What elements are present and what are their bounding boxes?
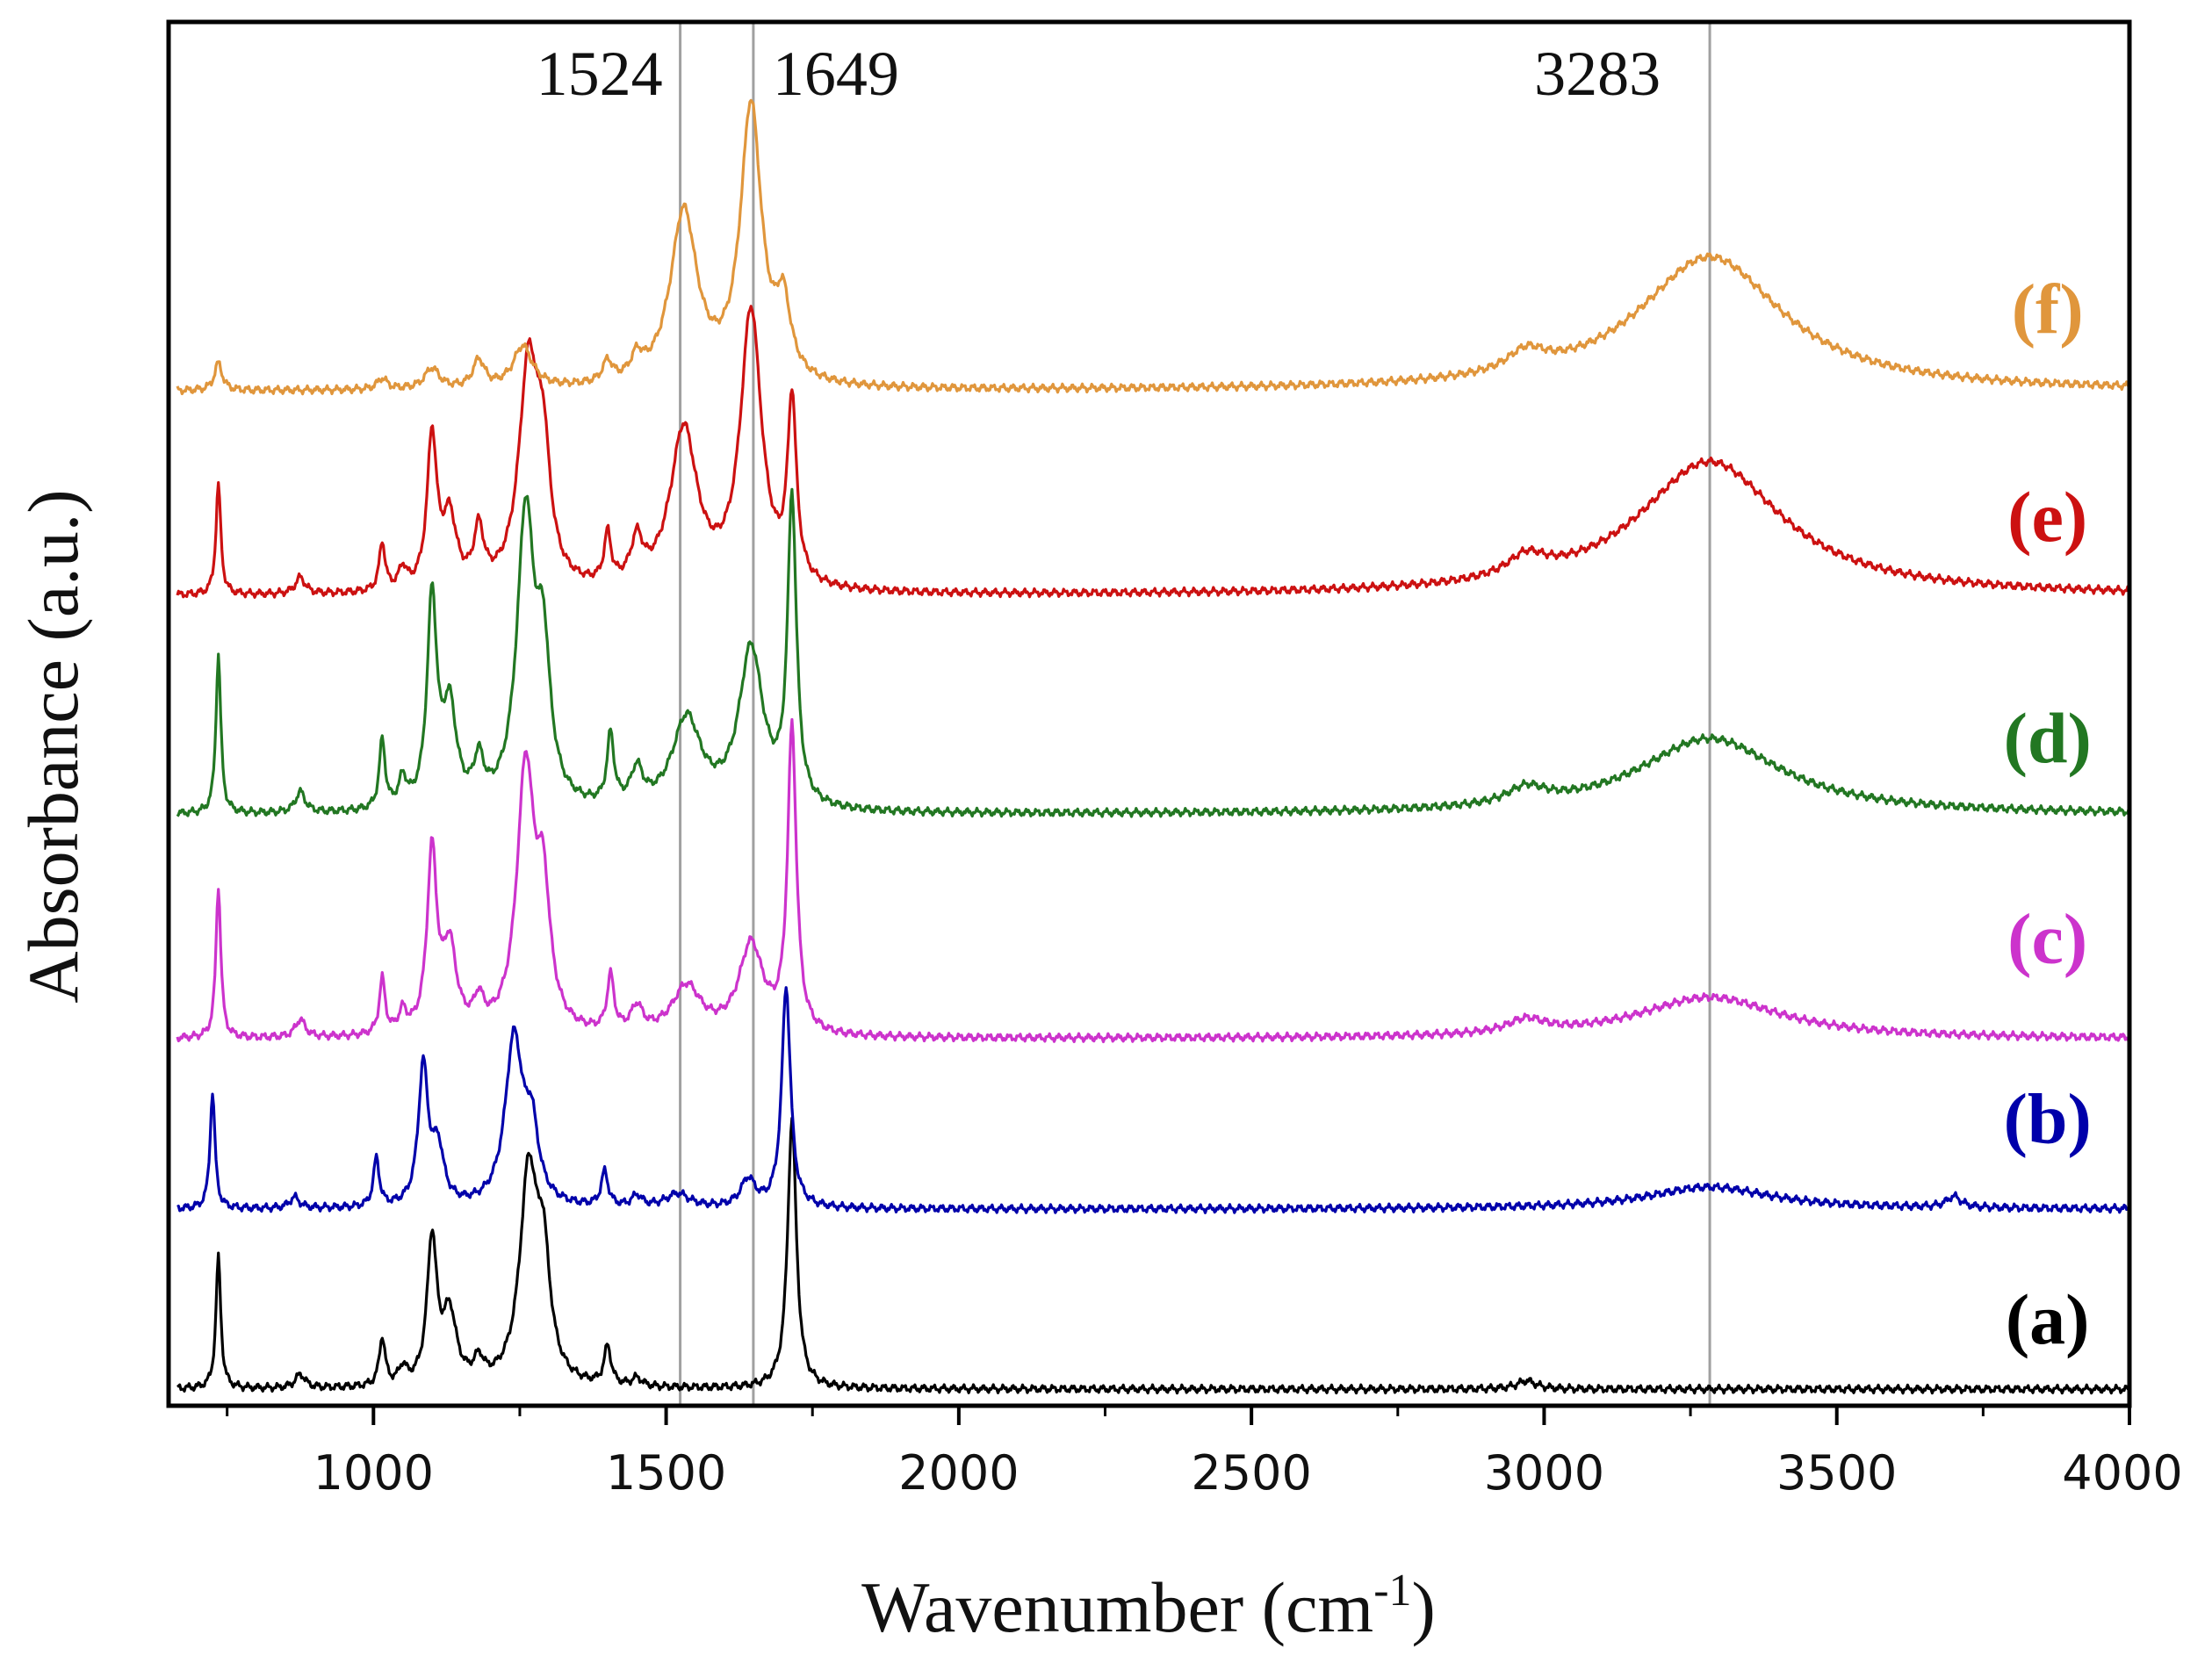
- series-line-d: [176, 487, 2130, 818]
- series-line-f: [176, 98, 2130, 396]
- reference-label-3283: 3283: [1534, 39, 1661, 109]
- x-tick-label-2500: 2500: [1191, 1445, 1311, 1501]
- series-line-a: [177, 1116, 2130, 1395]
- series-label-d: (d): [2004, 698, 2092, 778]
- series-line-e: [176, 305, 2130, 599]
- series-line-c: [176, 717, 2129, 1044]
- x-tick-label-3000: 3000: [1484, 1445, 1604, 1501]
- series-group: (a) (b) (c) (d) (e) (f): [176, 98, 2130, 1395]
- series-label-b: (b): [2004, 1079, 2092, 1159]
- x-axis-title: Wavenumber (cm-1): [861, 1566, 1436, 1647]
- reference-label-1524: 1524: [537, 39, 663, 109]
- y-axis-title: Absorbance (a.u.): [13, 489, 93, 1003]
- x-tick-label-2000: 2000: [898, 1445, 1019, 1501]
- x-tick-label-3500: 3500: [1776, 1445, 1897, 1501]
- series-label-c: (c): [2007, 899, 2087, 979]
- series-label-f: (f): [2012, 270, 2084, 349]
- x-tick-label-1500: 1500: [606, 1445, 726, 1501]
- plot-frame: [166, 19, 2132, 1408]
- series-line-b: [177, 986, 2130, 1214]
- series-label-a: (a): [2006, 1279, 2090, 1359]
- x-axis-ticks: 1000 1500 2000 2500 3000 3500 4000: [226, 1406, 2183, 1501]
- x-tick-label-1000: 1000: [313, 1445, 434, 1501]
- reference-label-1649: 1649: [773, 39, 899, 109]
- series-label-e: (e): [2007, 477, 2087, 557]
- x-tick-label-4000: 4000: [2062, 1445, 2182, 1501]
